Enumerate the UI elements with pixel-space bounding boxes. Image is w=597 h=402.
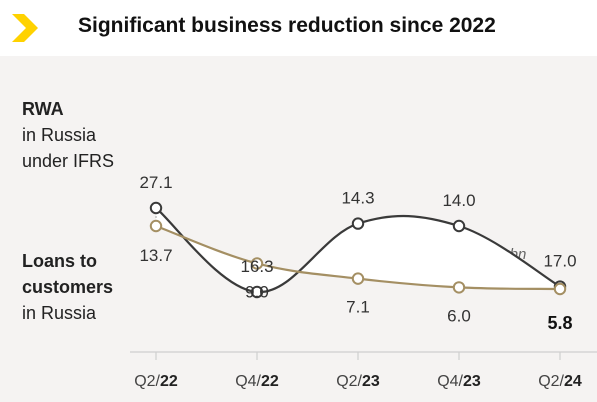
loans-data-label: 5.8: [547, 313, 572, 333]
loans-legend-label: Loans to customers in Russia: [22, 248, 113, 326]
rwa-data-point-Q2/23: [351, 217, 365, 230]
loans-data-label: 6.0: [447, 306, 471, 325]
loans-data-label: 9.0: [245, 282, 269, 301]
loans-label-line-1: Loans to: [22, 251, 97, 271]
rwa-data-label: 14.3: [341, 189, 374, 208]
title-bar: Significant business reduction since 202…: [0, 0, 597, 56]
loans-data-point-Q4/22: [250, 257, 264, 270]
loans-data-point-Q2/23: [351, 272, 365, 285]
rwa-data-label: 27.1: [139, 173, 172, 192]
rwa-data-point-Q4/22: [250, 285, 264, 299]
loans-data-point-Q4/23: [452, 281, 466, 294]
chart-title: Significant business reduction since 202…: [78, 14, 496, 37]
rwa-legend-label: RWA in Russia under IFRS: [22, 96, 114, 174]
loans-data-label: 7.1: [346, 298, 370, 317]
loans-label-line-2: customers: [22, 277, 114, 297]
x-tick-label-Q2/22: Q2/22: [134, 373, 178, 390]
rwa-data-point-Q2/22: [149, 201, 163, 215]
rwa-data-label: 14.0: [442, 191, 475, 210]
x-tick-label-Q2/24: Q2/24: [538, 373, 582, 390]
x-tick-label-Q4/22: Q4/22: [235, 373, 279, 390]
rwa-label-line-1: RWA: [22, 99, 64, 119]
x-tick-label-Q2/23: Q2/23: [336, 373, 380, 390]
loans-data-label: 13.7: [139, 246, 172, 265]
rwa-data-label: 16.3: [240, 257, 273, 276]
rwa-label-line-3: under IFRS: [22, 151, 115, 171]
loans-data-point-Q2/24: [553, 282, 567, 296]
loans-label-line-3: in Russia: [22, 303, 97, 323]
rwa-label-line-2: in Russia: [22, 125, 97, 145]
rwa-data-point-Q4/23: [452, 219, 466, 233]
rwa-data-label: 17.0: [543, 252, 576, 271]
x-tick-label-Q4/23: Q4/23: [437, 373, 481, 390]
loans-data-point-Q2/22: [149, 219, 163, 233]
chevron-right-icon: [12, 14, 38, 42]
